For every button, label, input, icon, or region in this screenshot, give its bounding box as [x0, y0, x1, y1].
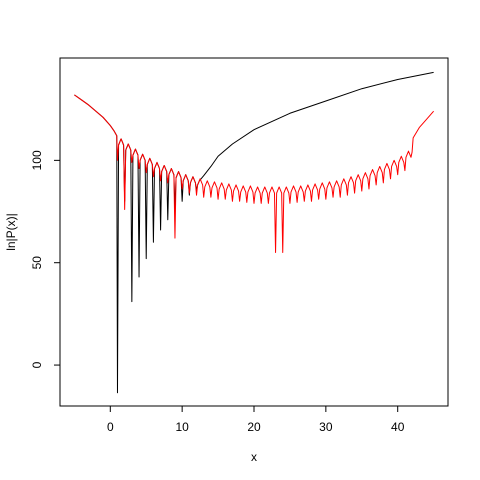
data-line — [74, 94, 435, 253]
y-axis-title: ln|P(x)| — [4, 213, 18, 251]
y-tick-label: 100 — [30, 150, 44, 170]
y-tick-label: 50 — [30, 256, 44, 270]
x-tick-label: 10 — [175, 420, 189, 434]
x-tick-label: 40 — [391, 420, 405, 434]
x-tick-label: 30 — [319, 420, 333, 434]
x-tick-label: 20 — [247, 420, 261, 434]
x-tick-label: 0 — [107, 420, 114, 434]
y-tick-label: 0 — [30, 361, 44, 368]
x-axis-title: x — [251, 450, 257, 464]
